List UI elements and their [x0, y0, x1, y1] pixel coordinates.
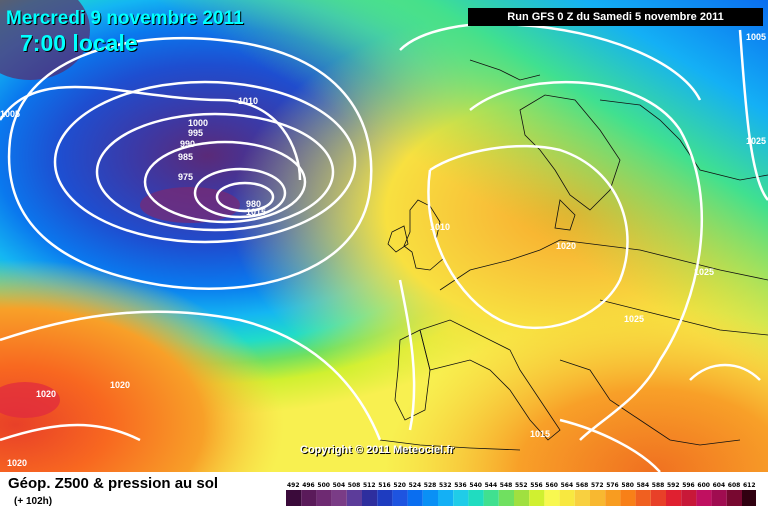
scale-swatch	[650, 490, 666, 506]
isobar-label: 975	[178, 172, 193, 182]
run-info: Run GFS 0 Z du Samedi 5 novembre 2011	[468, 8, 763, 26]
isobar-label: 1010	[430, 222, 450, 232]
scale-label: 572	[591, 482, 604, 489]
scale-label: 568	[576, 482, 589, 489]
scale-swatch	[316, 490, 332, 506]
scale-label: 508	[348, 482, 361, 489]
forecast-time: 7:00 locale	[20, 30, 138, 56]
isobar-label: 1020	[36, 389, 56, 399]
isobar-label: 1020	[556, 241, 576, 251]
scale-label: 556	[530, 482, 543, 489]
scale-label: 536	[454, 482, 467, 489]
scale-swatch	[346, 490, 362, 506]
parameter-title: Géop. Z500 & pression au sol	[8, 475, 219, 492]
color-scale: 492 496 500 504 508 512 516 520 524 528 532 536 540 5…	[286, 482, 756, 506]
scale-swatch	[438, 490, 454, 506]
scale-swatch	[681, 490, 697, 506]
legend-footer: Géop. Z500 & pression au sol (+ 102h) 49…	[0, 472, 768, 512]
isobar-label: 985	[178, 152, 193, 162]
scale-swatch	[377, 490, 393, 506]
scale-swatch	[468, 490, 484, 506]
scale-label: 532	[439, 482, 452, 489]
scale-label: 584	[637, 482, 650, 489]
scale-swatch	[529, 490, 545, 506]
forecast-date: Mercredi 9 novembre 2011	[6, 8, 244, 29]
scale-label: 548	[500, 482, 513, 489]
scale-swatch	[498, 490, 514, 506]
scale-swatch	[605, 490, 621, 506]
scale-swatch	[514, 490, 530, 506]
scale-swatch	[483, 490, 499, 506]
scale-label: 540	[469, 482, 482, 489]
scale-swatch	[574, 490, 590, 506]
scale-label: 492	[287, 482, 300, 489]
isobar-label: 1005	[0, 109, 20, 119]
isobar-label: 1015	[246, 207, 266, 217]
scale-label: 604	[713, 482, 726, 489]
scale-label: 528	[424, 482, 437, 489]
isobar-label: 1010	[238, 96, 258, 106]
isobar-label: 1015	[530, 429, 550, 439]
scale-label: 560	[545, 482, 558, 489]
scale-label: 600	[697, 482, 710, 489]
scale-label: 608	[728, 482, 741, 489]
copyright-text: Copyright © 2011 Meteociel.fr	[300, 444, 455, 456]
scale-label: 576	[606, 482, 619, 489]
isobar-label: 1000	[188, 118, 208, 128]
scale-label: 500	[317, 482, 330, 489]
isobar-label: 1025	[694, 267, 714, 277]
scale-label: 512	[363, 482, 376, 489]
isobar-label: 990	[180, 139, 195, 149]
isobar-label: 1020	[110, 380, 130, 390]
scale-swatch	[635, 490, 651, 506]
scale-label: 520	[393, 482, 406, 489]
scale-label: 496	[302, 482, 315, 489]
scale-swatch	[286, 490, 302, 506]
isobar-label: 980	[246, 199, 261, 209]
isobar-label: 1005	[746, 32, 766, 42]
isobar-label: 995	[188, 128, 203, 138]
scale-swatch	[301, 490, 317, 506]
weather-map: 1005 1010 1005 1000 995 990 985 975 980 …	[0, 0, 768, 472]
scale-label: 580	[621, 482, 634, 489]
scale-label: 524	[409, 482, 422, 489]
isobar-label: 1020	[7, 458, 27, 468]
scale-label: 596	[682, 482, 695, 489]
scale-swatch	[742, 490, 756, 506]
forecast-offset: (+ 102h)	[14, 496, 53, 507]
scale-label: 516	[378, 482, 391, 489]
scale-label: 588	[652, 482, 665, 489]
scale-swatch	[590, 490, 606, 506]
scale-swatch	[726, 490, 742, 506]
scale-swatch	[392, 490, 408, 506]
scale-label: 612	[743, 482, 756, 489]
isobar-label: 1025	[624, 314, 644, 324]
scale-swatch	[362, 490, 378, 506]
scale-swatch	[559, 490, 575, 506]
scale-swatch	[407, 490, 423, 506]
scale-swatch	[422, 490, 438, 506]
scale-swatch	[544, 490, 560, 506]
scale-label: 504	[333, 482, 346, 489]
scale-label: 592	[667, 482, 680, 489]
scale-label: 544	[485, 482, 498, 489]
scale-swatch	[453, 490, 469, 506]
scale-swatch	[666, 490, 682, 506]
isobar-labels: 1005 1010 1005 1000 995 990 985 975 980 …	[0, 32, 766, 468]
isobar-label: 1025	[746, 136, 766, 146]
scale-swatch	[711, 490, 727, 506]
scale-swatch	[331, 490, 347, 506]
scale-swatch	[620, 490, 636, 506]
scale-label: 552	[515, 482, 528, 489]
scale-swatch	[696, 490, 712, 506]
scale-label: 564	[561, 482, 574, 489]
